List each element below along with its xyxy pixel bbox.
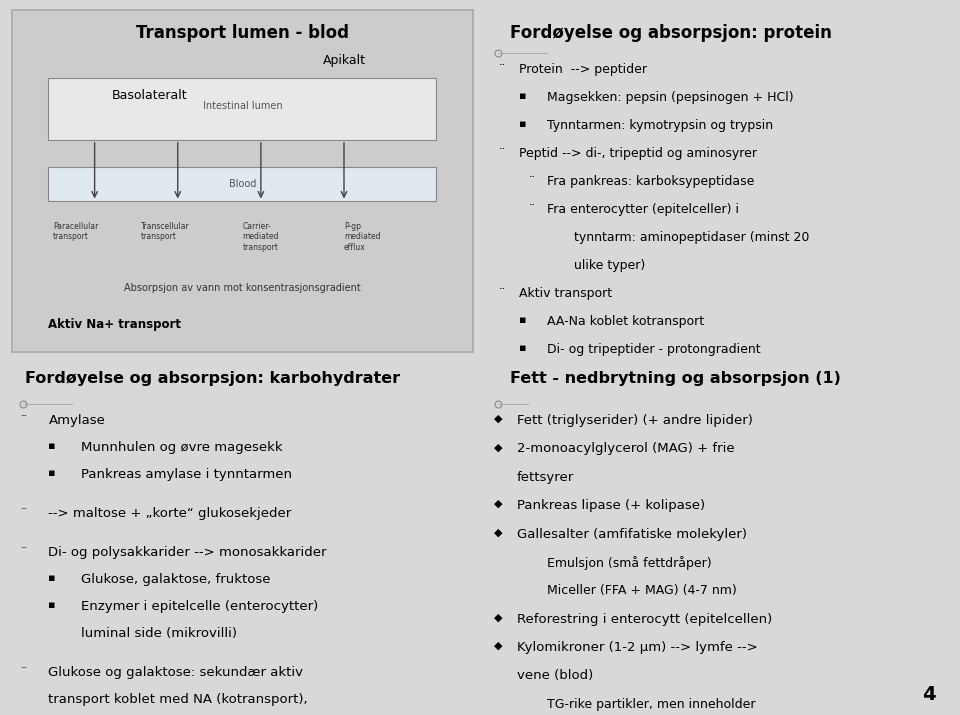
Text: ulike typer): ulike typer) xyxy=(574,259,646,272)
Text: ¨: ¨ xyxy=(528,175,535,188)
Text: fettsyrer: fettsyrer xyxy=(516,470,574,484)
Text: ▪: ▪ xyxy=(48,601,56,610)
Text: Emulsjon (små fettdråper): Emulsjon (små fettdråper) xyxy=(547,556,711,570)
Text: --> maltose + „korte“ glukosekjeder: --> maltose + „korte“ glukosekjeder xyxy=(48,507,292,520)
Text: Tynntarmen: kymotrypsin og trypsin: Tynntarmen: kymotrypsin og trypsin xyxy=(547,119,773,132)
Text: Aktiv Na+ transport: Aktiv Na+ transport xyxy=(48,318,181,331)
Text: ¨: ¨ xyxy=(21,666,27,679)
Text: Transport lumen - blod: Transport lumen - blod xyxy=(136,24,348,41)
Text: Di- og polysakkarider --> monosakkarider: Di- og polysakkarider --> monosakkarider xyxy=(48,546,327,559)
Text: ▪: ▪ xyxy=(519,315,526,325)
Text: Fordøyelse og absorpsjon: protein: Fordøyelse og absorpsjon: protein xyxy=(510,24,831,41)
Text: Fett - nedbrytning og absorpsjon (1): Fett - nedbrytning og absorpsjon (1) xyxy=(510,371,841,385)
Text: ¨: ¨ xyxy=(21,507,27,520)
Text: ◆: ◆ xyxy=(493,499,502,509)
Text: Reforestring i enterocytt (epitelcellen): Reforestring i enterocytt (epitelcellen) xyxy=(516,613,772,626)
Text: Intestinal lumen: Intestinal lumen xyxy=(203,101,282,111)
Text: ▪: ▪ xyxy=(519,119,526,129)
Text: 2-monoacylglycerol (MAG) + frie: 2-monoacylglycerol (MAG) + frie xyxy=(516,443,734,455)
Text: Enzymer i epitelcelle (enterocytter): Enzymer i epitelcelle (enterocytter) xyxy=(81,601,318,613)
Text: Aktiv transport: Aktiv transport xyxy=(519,287,612,300)
Text: Absorpsjon av vann mot konsentrasjonsgradient: Absorpsjon av vann mot konsentrasjonsgra… xyxy=(124,283,361,293)
Text: AA-Na koblet kotransport: AA-Na koblet kotransport xyxy=(547,315,704,328)
Text: Peptid --> di-, tripeptid og aminosyrer: Peptid --> di-, tripeptid og aminosyrer xyxy=(519,147,757,160)
Text: Transcellular
transport: Transcellular transport xyxy=(141,222,189,241)
Text: ▪: ▪ xyxy=(48,573,56,583)
FancyBboxPatch shape xyxy=(48,79,437,140)
Text: 4: 4 xyxy=(923,685,936,704)
Text: tynntarm: aminopeptidaser (minst 20: tynntarm: aminopeptidaser (minst 20 xyxy=(574,231,810,244)
Text: ▪: ▪ xyxy=(48,441,56,451)
Text: ¨: ¨ xyxy=(21,414,27,427)
Text: ▪: ▪ xyxy=(519,343,526,353)
Text: Fra enterocytter (epitelceller) i: Fra enterocytter (epitelceller) i xyxy=(547,203,739,216)
Text: luminal side (mikrovilli): luminal side (mikrovilli) xyxy=(81,627,237,640)
Text: Glukose, galaktose, fruktose: Glukose, galaktose, fruktose xyxy=(81,573,271,586)
Text: Miceller (FFA + MAG) (4-7 nm): Miceller (FFA + MAG) (4-7 nm) xyxy=(547,584,736,597)
Text: Glukose og galaktose: sekundær aktiv: Glukose og galaktose: sekundær aktiv xyxy=(48,666,303,679)
Text: ¨: ¨ xyxy=(498,63,505,76)
Text: Gallesalter (amfifatiske molekyler): Gallesalter (amfifatiske molekyler) xyxy=(516,528,747,541)
Text: Pankreas amylase i tynntarmen: Pankreas amylase i tynntarmen xyxy=(81,468,292,481)
Text: ¨: ¨ xyxy=(21,546,27,559)
Text: Blood: Blood xyxy=(228,179,256,189)
Text: Apikalt: Apikalt xyxy=(323,54,366,67)
Text: vene (blod): vene (blod) xyxy=(516,669,593,682)
FancyBboxPatch shape xyxy=(48,167,437,202)
Text: Fra pankreas: karboksypeptidase: Fra pankreas: karboksypeptidase xyxy=(547,175,755,188)
Text: ◆: ◆ xyxy=(493,443,502,453)
Text: Di- og tripeptider - protongradient: Di- og tripeptider - protongradient xyxy=(547,343,760,356)
Text: ¨: ¨ xyxy=(528,203,535,216)
Text: ▪: ▪ xyxy=(48,468,56,478)
Text: ◆: ◆ xyxy=(493,613,502,623)
Text: transport koblet med NA (kotransport),: transport koblet med NA (kotransport), xyxy=(48,694,308,706)
Text: P-gp
mediated
efflux: P-gp mediated efflux xyxy=(344,222,380,252)
Text: Fett (triglyserider) (+ andre lipider): Fett (triglyserider) (+ andre lipider) xyxy=(516,414,753,427)
Text: ◆: ◆ xyxy=(493,414,502,424)
Text: Paracellular
transport: Paracellular transport xyxy=(53,222,99,241)
Text: TG-rike partikler, men inneholder: TG-rike partikler, men inneholder xyxy=(547,698,756,711)
Text: Munnhulen og øvre magesekk: Munnhulen og øvre magesekk xyxy=(81,441,282,454)
Text: Protein  --> peptider: Protein --> peptider xyxy=(519,63,647,76)
Text: Fordøyelse og absorpsjon: karbohydrater: Fordøyelse og absorpsjon: karbohydrater xyxy=(25,371,400,385)
Text: ¨: ¨ xyxy=(498,147,505,160)
Text: ¨: ¨ xyxy=(498,287,505,300)
Text: Pankreas lipase (+ kolipase): Pankreas lipase (+ kolipase) xyxy=(516,499,705,512)
Text: Basolateralt: Basolateralt xyxy=(112,89,188,102)
Text: Magsekken: pepsin (pepsinogen + HCl): Magsekken: pepsin (pepsinogen + HCl) xyxy=(547,91,793,104)
Text: Amylase: Amylase xyxy=(48,414,106,427)
Text: ▪: ▪ xyxy=(519,91,526,101)
Text: Kylomikroner (1-2 μm) --> lymfe -->: Kylomikroner (1-2 μm) --> lymfe --> xyxy=(516,641,757,654)
Text: ◆: ◆ xyxy=(493,528,502,538)
Text: ◆: ◆ xyxy=(493,641,502,651)
Text: Carrier-
mediated
transport: Carrier- mediated transport xyxy=(242,222,279,252)
